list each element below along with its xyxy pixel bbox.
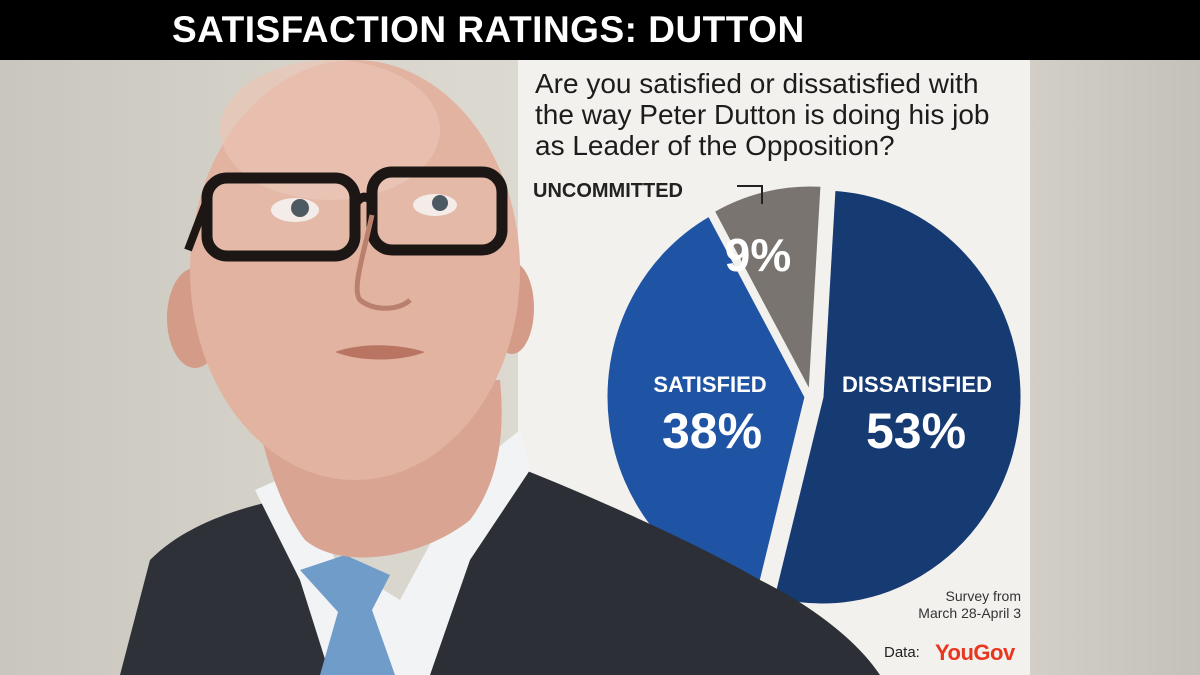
survey-line-1: Survey from	[945, 588, 1021, 604]
survey-line-2: March 28-April 3	[918, 605, 1021, 621]
chart-question: Are you satisfied or dissatisfied with t…	[535, 68, 990, 161]
yougov-logo: YouGov	[935, 640, 1015, 665]
label-uncommitted-value: 9%	[724, 229, 792, 281]
tie	[300, 555, 395, 675]
nose	[354, 214, 412, 311]
label-satisfied-name: SATISFIED	[653, 372, 767, 397]
glasses-bridge	[350, 192, 376, 208]
mouth	[335, 345, 425, 360]
right-iris	[432, 195, 448, 211]
survey-note: Survey from March 28-April 3	[905, 588, 1021, 622]
left-iris	[291, 199, 309, 217]
label-satisfied-value: 38%	[661, 403, 763, 459]
head-highlight	[220, 60, 440, 200]
right-background	[1030, 60, 1200, 675]
glasses-left-arm	[184, 198, 211, 252]
slice-uncommitted	[711, 183, 824, 399]
label-dissatisfied-name: DISSATISFIED	[842, 372, 992, 397]
source-prefix: Data:	[884, 644, 920, 661]
header-bar: SATISFACTION RATINGS: DUTTON	[0, 0, 1200, 60]
suit-jacket-right	[430, 470, 880, 675]
uncommitted-leader-line	[737, 185, 763, 204]
header-title: SATISFACTION RATINGS: DUTTON	[172, 9, 805, 50]
legend-uncommitted: UNCOMMITTED	[533, 180, 683, 202]
slice-dissatisfied	[771, 187, 1024, 607]
label-dissatisfied-value: 53%	[865, 403, 967, 459]
